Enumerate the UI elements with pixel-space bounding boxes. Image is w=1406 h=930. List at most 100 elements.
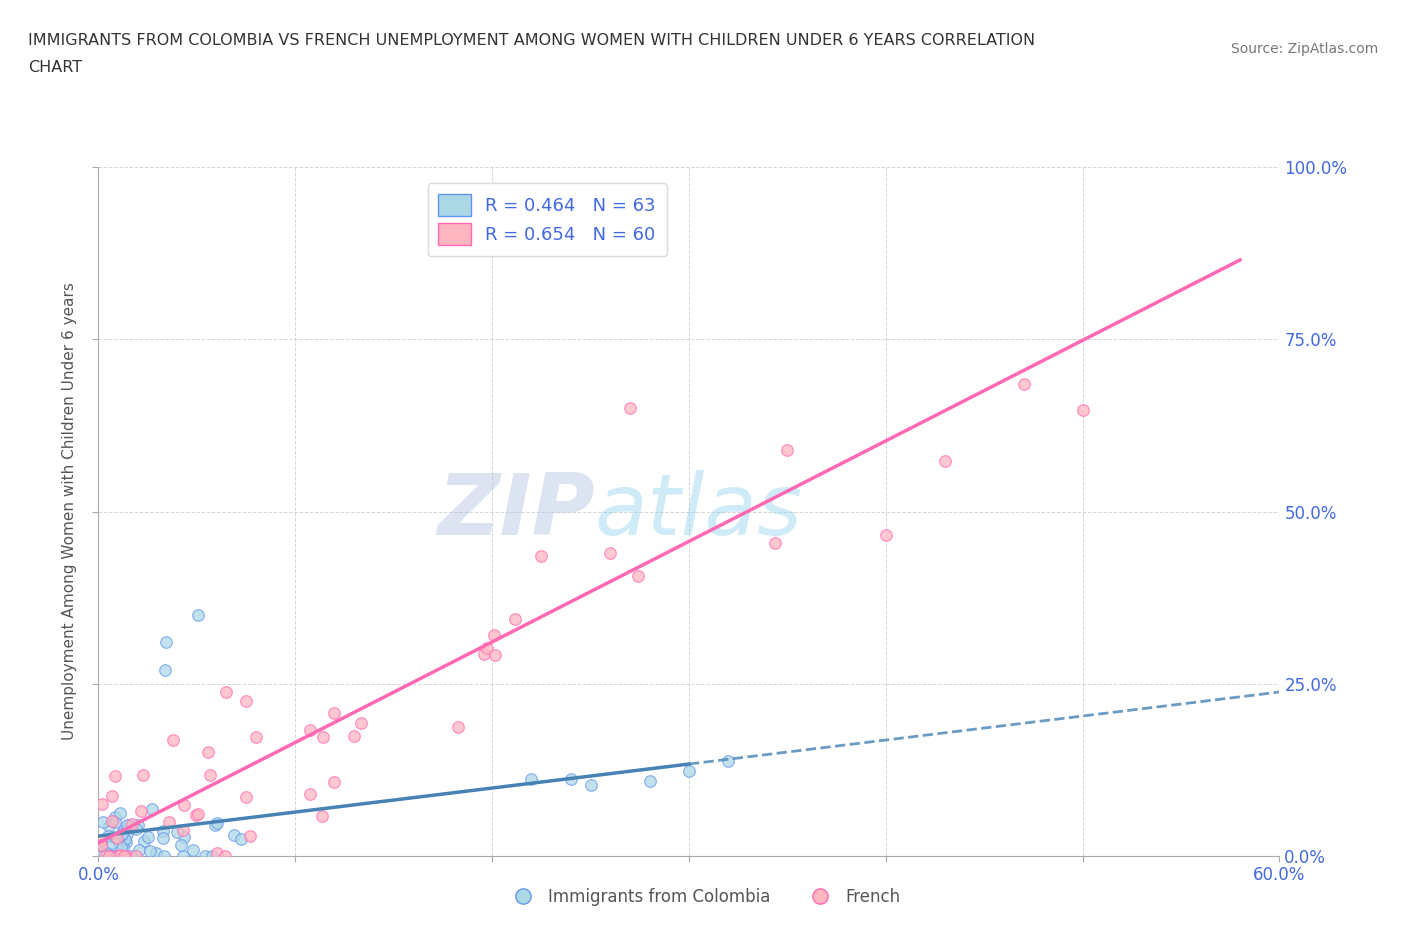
Point [104,810,127,825]
Point [121,817,143,831]
Point [678,764,700,778]
Point [484,648,506,663]
Point [96,846,118,861]
Text: Source: ZipAtlas.com: Source: ZipAtlas.com [1230,42,1378,56]
Point [205,845,228,860]
Point [162,733,184,748]
Point [112,824,135,839]
Point [90,832,112,847]
Point [96,848,118,863]
Point [108,835,131,850]
Point [776,442,799,457]
Point [98,848,121,863]
Text: atlas: atlas [595,470,803,553]
Point [98,848,121,863]
Text: CHART: CHART [28,60,82,75]
Point [90,838,112,853]
Point [114,848,136,863]
Point [934,454,956,469]
Point [530,549,553,564]
Point [94,848,117,863]
Point [145,846,167,861]
Point [187,806,209,821]
Point [198,768,221,783]
Point [520,771,543,786]
Point [115,827,138,842]
Point [187,607,209,622]
Point [97,829,120,844]
Point [108,805,131,820]
Point [114,831,136,846]
Point [90,848,112,863]
Point [173,798,195,813]
Point [172,822,194,837]
Point [104,768,127,783]
Point [214,684,236,699]
Point [89,848,111,863]
Point [343,729,366,744]
Point [181,843,204,857]
Point [90,796,112,811]
Point [184,808,207,823]
Point [312,729,335,744]
Point [763,536,786,551]
Point [235,693,257,708]
Text: IMMIGRANTS FROM COLOMBIA VS FRENCH UNEMPLOYMENT AMONG WOMEN WITH CHILDREN UNDER : IMMIGRANTS FROM COLOMBIA VS FRENCH UNEMP… [28,33,1035,47]
Point [349,716,371,731]
Point [125,822,148,837]
Point [103,848,125,863]
Point [170,837,193,852]
Point [166,825,188,840]
Y-axis label: Unemployment Among Women with Children Under 6 years: Unemployment Among Women with Children U… [62,283,77,740]
Point [194,848,217,863]
Point [157,815,180,830]
Point [100,814,122,829]
Point [125,848,148,863]
Legend: Immigrants from Colombia, French: Immigrants from Colombia, French [499,881,907,912]
Point [111,827,134,842]
Point [100,848,122,863]
Point [875,527,897,542]
Point [117,817,139,832]
Point [153,662,176,677]
Point [1071,403,1094,418]
Point [235,790,257,804]
Text: ZIP: ZIP [437,470,595,553]
Point [638,774,661,789]
Point [100,836,122,851]
Point [1012,377,1035,392]
Point [245,729,267,744]
Point [128,843,150,857]
Point [110,828,132,843]
Point [201,848,224,863]
Point [139,844,162,858]
Point [619,401,641,416]
Point [110,840,132,855]
Point [298,723,321,737]
Point [311,809,333,824]
Point [155,635,177,650]
Point [120,848,142,863]
Point [132,833,155,848]
Point [560,771,582,786]
Point [90,837,112,852]
Point [599,546,621,561]
Point [204,817,226,832]
Point [90,845,112,860]
Point [103,848,125,863]
Point [129,804,152,818]
Point [93,814,115,829]
Point [104,830,127,844]
Point [239,828,262,843]
Point [503,611,526,626]
Point [111,840,134,855]
Point [141,802,163,817]
Point [152,824,174,839]
Point [520,229,543,244]
Point [105,830,128,845]
Point [579,777,602,792]
Point [482,627,505,642]
Point [197,745,219,760]
Point [231,831,253,846]
Point [446,720,468,735]
